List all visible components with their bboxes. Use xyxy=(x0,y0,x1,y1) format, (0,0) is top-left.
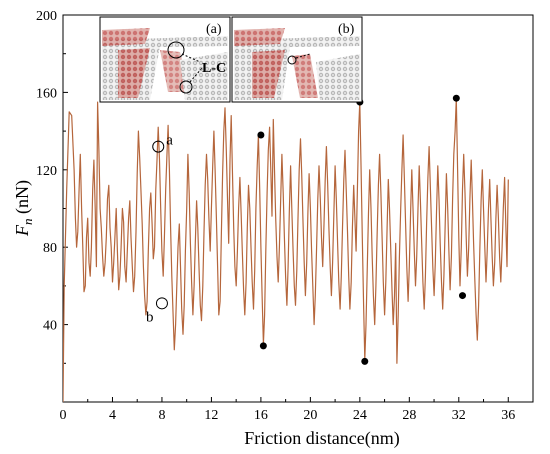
y-tick-label: 200 xyxy=(36,9,57,24)
annotations: ab xyxy=(146,133,173,326)
y-axis-subscript: n xyxy=(20,219,35,226)
y-tick-label: 40 xyxy=(43,319,57,334)
annotation-marker xyxy=(155,297,168,310)
inset-b-label: (b) xyxy=(338,22,355,37)
x-tick-label: 36 xyxy=(501,408,515,423)
x-tick-label: 28 xyxy=(402,408,416,423)
highlight-point xyxy=(452,94,460,102)
annotation-label: a xyxy=(166,133,173,149)
series-line xyxy=(63,97,509,402)
highlight-point xyxy=(459,292,466,300)
y-tick-label: 120 xyxy=(36,164,57,179)
y-axis-unit: (nN) xyxy=(12,180,33,219)
axis-ticks: 0 4 8 12 16 20 24 28 32 36 40 80 120 160 200 xyxy=(36,9,515,423)
highlight-point xyxy=(361,357,369,365)
x-axis-label: Friction distance(nm) xyxy=(244,428,399,449)
inset-b: (b) xyxy=(231,16,363,103)
x-tick-label: 24 xyxy=(353,408,367,423)
x-tick-label: 8 xyxy=(158,408,165,423)
y-tick-label: 80 xyxy=(43,241,57,256)
inset-a-label: (a) xyxy=(206,22,222,37)
x-tick-label: 20 xyxy=(303,408,317,423)
x-tick-label: 12 xyxy=(204,408,218,423)
highlight-point xyxy=(257,131,265,139)
annotation-marker xyxy=(152,140,165,153)
y-tick-label: 160 xyxy=(36,86,57,101)
x-tick-label: 0 xyxy=(60,408,67,423)
highlight-point xyxy=(259,342,267,350)
series-layer xyxy=(63,97,509,402)
y-axis-symbol: F xyxy=(12,224,32,237)
x-tick-label: 32 xyxy=(452,408,466,423)
annotation-label: b xyxy=(146,309,154,325)
x-tick-label: 4 xyxy=(109,408,116,423)
y-axis-label: Fn (nN) xyxy=(12,180,35,237)
inset-a-callout: L-C xyxy=(202,61,226,76)
x-tick-label: 16 xyxy=(254,408,268,423)
inset-a: (a) L-C xyxy=(99,16,231,103)
